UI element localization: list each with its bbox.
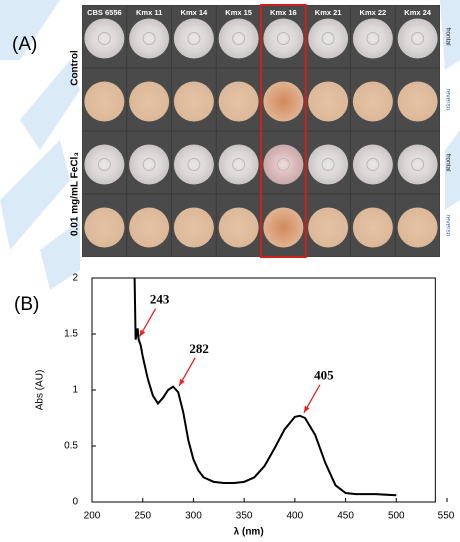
colony (129, 208, 169, 248)
colony (129, 82, 169, 122)
colony (308, 208, 348, 248)
x-tick-label: 500 (388, 511, 405, 522)
column-label: Kmx 22 (360, 8, 387, 17)
annotation-label: 405 (314, 368, 334, 383)
colony (174, 82, 214, 122)
x-tick-label: 250 (134, 511, 151, 522)
column-label: Kmx 14 (181, 8, 209, 17)
colony (174, 145, 214, 185)
colony (353, 82, 393, 122)
colony (129, 19, 169, 59)
colony (219, 19, 259, 59)
page: (A) CBS 6556 Kmx 11 Kmx 14 Kmx 15 Kmx 16 Kmx … (0, 0, 460, 542)
data-line (135, 278, 397, 495)
x-tick-label: 550 (438, 511, 455, 522)
colony (129, 145, 169, 185)
colony (263, 82, 303, 122)
colony (398, 145, 438, 185)
colony (84, 82, 124, 122)
view-label: reverso (444, 89, 451, 111)
colony (174, 19, 214, 59)
colony (219, 208, 259, 248)
panel-label: (B) (14, 294, 39, 315)
y-tick-label: 2 (72, 273, 78, 284)
colony (84, 19, 124, 59)
colony (398, 82, 438, 122)
annotation-label: 282 (189, 341, 209, 356)
y-axis-label: Abs (AU) (35, 370, 46, 411)
figure: (A) CBS 6556 Kmx 11 Kmx 14 Kmx 15 Kmx 16 Kmx … (0, 0, 460, 542)
chart: 200 250 300 350 400 450 500 550 0 0.5 1 1.5 2 λ (nm) A… (35, 273, 455, 538)
y-tick-label: 1.5 (64, 329, 78, 340)
colony (84, 208, 124, 248)
colony (84, 145, 124, 185)
x-tick-label: 300 (185, 511, 202, 522)
view-label: frontal (444, 153, 451, 172)
y-tick-label: 0.5 (64, 441, 78, 452)
group-label: Control (70, 50, 81, 86)
colony (353, 145, 393, 185)
view-label: frontal (444, 27, 451, 46)
photo-grid: CBS 6556 Kmx 11 Kmx 14 Kmx 15 Kmx 16 Kmx 21 Km… (70, 5, 452, 257)
x-tick-label: 200 (84, 511, 101, 522)
colony (353, 19, 393, 59)
colony (219, 82, 259, 122)
colony (219, 145, 259, 185)
colony (263, 145, 303, 185)
panel-label: (A) (12, 34, 37, 55)
x-tick-label: 400 (287, 511, 304, 522)
view-label: reverso (444, 215, 451, 237)
y-tick-label: 1 (72, 385, 78, 396)
colony (308, 19, 348, 59)
column-label: CBS 6556 (87, 8, 122, 17)
colony (353, 208, 393, 248)
colony (398, 208, 438, 248)
group-label: 0.01 mg/mL FeCl₃ (70, 152, 81, 236)
colony (308, 145, 348, 185)
colony (263, 208, 303, 248)
colony (174, 208, 214, 248)
column-label: Kmx 11 (136, 8, 162, 17)
column-label: Kmx 21 (315, 8, 342, 17)
x-axis-label: λ (nm) (234, 527, 264, 538)
column-label: Kmx 16 (270, 8, 297, 17)
colony (308, 82, 348, 122)
x-tick-label: 450 (337, 511, 354, 522)
column-label: Kmx 24 (404, 8, 432, 17)
column-label: Kmx 15 (225, 8, 252, 17)
x-tick-label: 350 (236, 511, 253, 522)
colony (263, 19, 303, 59)
y-tick-label: 0 (72, 497, 78, 508)
colony (398, 19, 438, 59)
annotation-label: 243 (150, 292, 170, 307)
